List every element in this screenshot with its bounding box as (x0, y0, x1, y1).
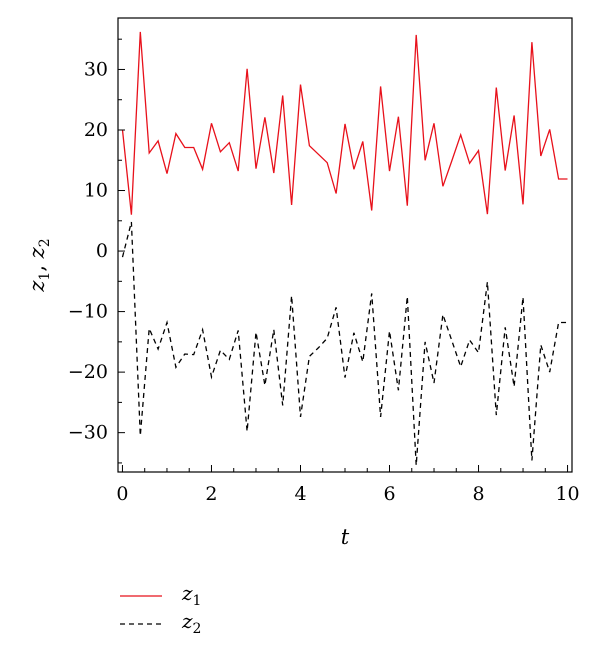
y-axis-label-base2: z (25, 246, 49, 259)
x-tick-label-6: 6 (383, 483, 395, 505)
y-tick-label-30: 30 (84, 58, 108, 80)
y-tick-label-20: 20 (84, 119, 108, 141)
y-tick-label--30: −30 (68, 422, 108, 444)
x-tick-label-2: 2 (205, 483, 217, 505)
x-axis-label: t (341, 525, 350, 549)
x-axis: 0 2 4 6 8 10 (116, 465, 580, 505)
x-tick-label-8: 8 (472, 483, 484, 505)
y-axis-label-sub2: 2 (37, 238, 53, 247)
y-tick-label--20: −20 (68, 361, 108, 383)
y-axis-label-base1: z (25, 280, 49, 293)
series-line-z2 (121, 221, 568, 466)
y-axis: −30 −20 −10 0 10 20 30 (68, 38, 125, 464)
x-tick-label-0: 0 (116, 483, 128, 505)
y-tick-label--10: −10 (68, 301, 108, 323)
y-axis-label: z1, z2 (25, 238, 53, 292)
y-axis-label-sep: , (25, 258, 49, 271)
legend-label-z2: z2 (181, 609, 201, 637)
x-tick-label-4: 4 (294, 483, 306, 505)
y-tick-label-0: 0 (96, 240, 108, 262)
legend: z1 z2 (120, 581, 201, 637)
legend-label-z1: z1 (181, 581, 201, 609)
x-tick-label-10: 10 (555, 483, 579, 505)
plot-series (121, 31, 568, 466)
y-axis-label-sub1: 1 (37, 272, 53, 281)
series-line-z1 (121, 31, 568, 215)
plot-frame (117, 17, 573, 473)
y-tick-label-10: 10 (84, 180, 108, 202)
